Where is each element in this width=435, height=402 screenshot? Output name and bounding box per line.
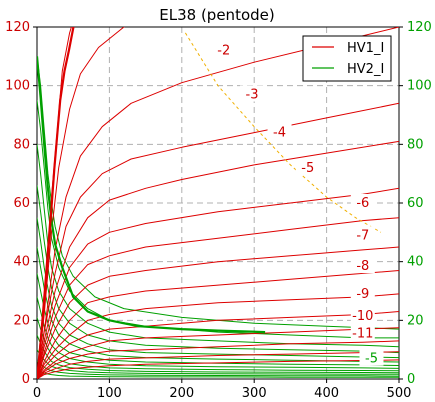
series-line-hv1 bbox=[37, 246, 399, 379]
curve-label: -4 bbox=[273, 126, 286, 141]
series-line-hv1 bbox=[37, 140, 399, 379]
axes: 0 100 200 300 400 500020406080100120020406080… bbox=[5, 20, 432, 401]
x-tick-label: 500 bbox=[387, 386, 412, 401]
legend-label-hv2: HV2_I bbox=[347, 62, 384, 77]
curve-labels: -2 -3 -4 -5 -6 -7 -8 -9 -10 -11 -5 bbox=[211, 41, 384, 366]
series-line-hv1 bbox=[37, 311, 399, 379]
curve-label-bg bbox=[350, 324, 375, 341]
series-line-hv2 bbox=[37, 317, 399, 372]
y-tick-label-right: 100 bbox=[407, 79, 432, 94]
curve-label-bg bbox=[211, 41, 236, 58]
curve-label-bg bbox=[240, 85, 265, 102]
x-tick-label: 0 bbox=[33, 386, 41, 401]
y-tick-label-left: 20 bbox=[13, 313, 30, 328]
series bbox=[37, 27, 399, 379]
curve-label: -9 bbox=[356, 287, 369, 302]
series-line-hv2-bold bbox=[37, 56, 266, 334]
green-label-bg bbox=[359, 349, 384, 366]
y-tick-label-right: 40 bbox=[407, 255, 424, 270]
curve-label-bg bbox=[350, 284, 375, 301]
curve-label-bg bbox=[350, 257, 375, 274]
series-line-hv1 bbox=[37, 359, 399, 379]
x-tick-label: 400 bbox=[314, 386, 339, 401]
y-tick-label-left: 0 bbox=[22, 372, 30, 387]
y-tick-label-right: 120 bbox=[407, 20, 432, 35]
curve-label-bg bbox=[295, 158, 320, 175]
curve-label: -2 bbox=[217, 43, 230, 58]
load-line bbox=[184, 32, 382, 233]
legend-label-hv1: HV1_I bbox=[347, 41, 384, 56]
curve-label: -5 bbox=[301, 161, 314, 176]
series-line-hv1 bbox=[37, 27, 125, 379]
series-line-hv1 bbox=[37, 187, 399, 379]
series-line-hv2 bbox=[37, 361, 399, 377]
y-tick-label-right: 20 bbox=[407, 313, 424, 328]
series-line-hv1 bbox=[37, 270, 399, 379]
curve-label: -10 bbox=[352, 309, 373, 324]
series-line-hv2 bbox=[37, 185, 399, 354]
y-tick-label-left: 80 bbox=[13, 137, 30, 152]
series-line-hv2 bbox=[37, 144, 399, 348]
y-tick-label-right: 80 bbox=[407, 137, 424, 152]
legend: HV1_I HV2_I bbox=[302, 35, 392, 82]
series-line-hv1 bbox=[37, 293, 399, 379]
y-tick-label-right: 0 bbox=[407, 372, 415, 387]
y-tick-label-left: 40 bbox=[13, 255, 30, 270]
chart-title: EL38 (pentode) bbox=[159, 6, 274, 24]
y-tick-label-left: 60 bbox=[13, 196, 30, 211]
series-line-hv1 bbox=[37, 327, 399, 379]
x-tick-label: 300 bbox=[242, 386, 267, 401]
series-line-hv2 bbox=[37, 100, 399, 339]
series-line-hv1 bbox=[37, 27, 399, 379]
legend-box bbox=[302, 35, 392, 82]
x-tick-label: 200 bbox=[169, 386, 194, 401]
series-line-hv1-bold bbox=[37, 27, 75, 379]
curve-label-bg bbox=[267, 123, 292, 140]
series-line-hv1 bbox=[37, 351, 399, 379]
curve-label: -3 bbox=[246, 87, 259, 102]
curve-label: -8 bbox=[356, 259, 369, 274]
series-line-hv2 bbox=[37, 56, 399, 330]
curve-label-bg bbox=[350, 306, 375, 323]
y-tick-label-left: 120 bbox=[5, 20, 30, 35]
curve-label-bg bbox=[350, 194, 375, 210]
curve-label: -7 bbox=[356, 228, 369, 243]
curve-label-green: -5 bbox=[365, 351, 378, 366]
series-line-hv1 bbox=[37, 340, 399, 379]
y-tick-label-left: 100 bbox=[5, 79, 30, 94]
curve-label: -6 bbox=[356, 196, 369, 211]
x-tick-label: 100 bbox=[97, 386, 122, 401]
y-tick-label-right: 60 bbox=[407, 196, 424, 211]
curve-label-bg bbox=[350, 226, 375, 243]
curve-label: -11 bbox=[352, 327, 373, 342]
series-line-hv1 bbox=[37, 217, 399, 379]
